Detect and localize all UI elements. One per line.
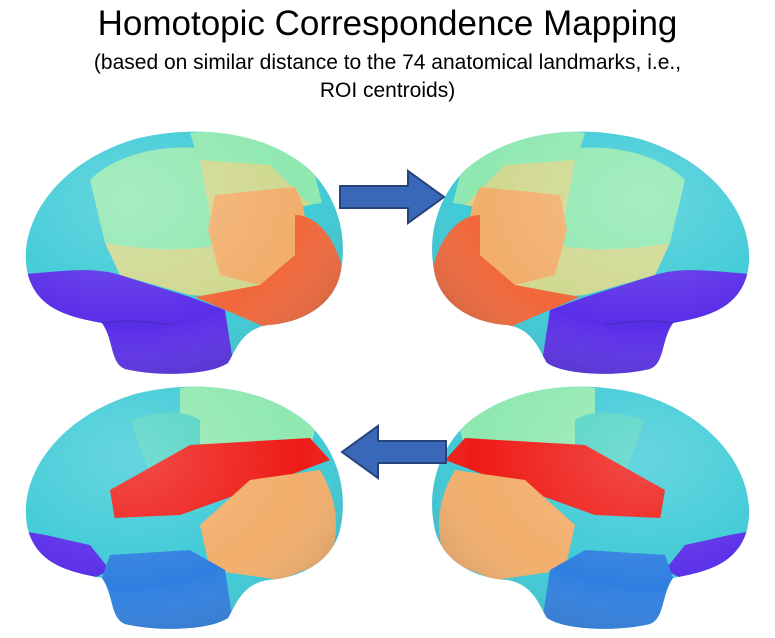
subtitle-line-1: (based on similar distance to the 74 ana… [93,51,682,74]
brain-top-left [25,131,343,374]
brain-top-right [432,131,750,374]
brain-bottom-right [432,386,750,629]
brain-bottom-left [25,386,343,629]
subtitle-line-2: ROI centroids) [319,79,456,102]
page-title: Homotopic Correspondence Mapping [97,4,678,43]
arrow-left-icon [340,424,447,480]
arrow-right-icon [339,169,446,225]
